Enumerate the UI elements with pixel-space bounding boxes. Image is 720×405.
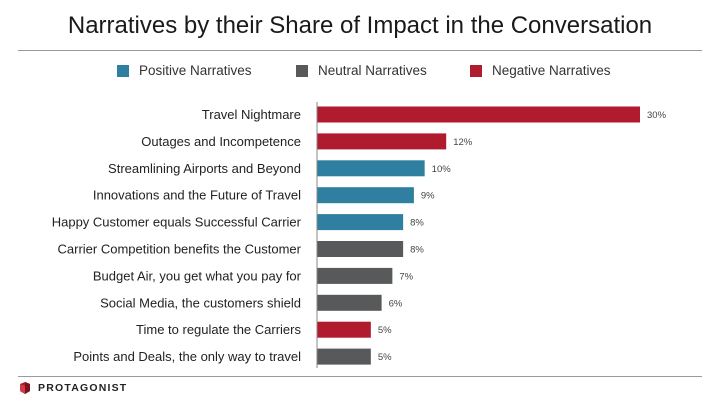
category-label: Travel Nightmare xyxy=(202,107,301,122)
category-label: Innovations and the Future of Travel xyxy=(93,188,301,203)
data-label: 7% xyxy=(399,271,413,282)
brand-name: PROTAGONIST xyxy=(38,382,128,394)
bar xyxy=(317,187,414,204)
brand-logo: PROTAGONIST xyxy=(18,381,127,395)
footer-divider xyxy=(18,376,702,377)
category-label: Points and Deals, the only way to travel xyxy=(73,349,301,364)
protagonist-logo-icon xyxy=(20,382,30,394)
data-label: 30% xyxy=(647,110,667,121)
legend-item-negative: Negative Narratives xyxy=(470,63,611,78)
bar xyxy=(317,294,382,311)
category-label: Outages and Incompetence xyxy=(141,134,301,149)
category-label: Time to regulate the Carriers xyxy=(136,322,301,337)
legend-item-neutral: Neutral Narratives xyxy=(296,63,427,78)
data-label: 12% xyxy=(453,137,473,148)
category-label: Streamlining Airports and Beyond xyxy=(108,161,301,176)
legend-label-positive: Positive Narratives xyxy=(139,63,252,78)
bar xyxy=(317,106,640,123)
data-label: 5% xyxy=(378,325,392,336)
data-label: 8% xyxy=(410,218,424,229)
bar xyxy=(317,267,393,284)
bar xyxy=(317,241,404,257)
bar xyxy=(317,214,404,231)
bar xyxy=(317,321,371,338)
legend-swatch-negative xyxy=(470,64,482,77)
category-label: Budget Air, you get what you pay for xyxy=(93,268,302,283)
bar xyxy=(317,348,371,365)
bar xyxy=(317,133,447,150)
data-label: 9% xyxy=(421,191,435,202)
title-divider xyxy=(18,50,702,51)
legend-swatch-neutral xyxy=(296,64,308,77)
chart-legend: Positive Narratives Neutral Narratives N… xyxy=(0,63,720,83)
data-label: 5% xyxy=(378,352,392,363)
data-label: 10% xyxy=(432,164,452,175)
data-label: 8% xyxy=(410,245,424,256)
category-label: Social Media, the customers shield xyxy=(100,295,301,310)
legend-swatch-positive xyxy=(117,64,129,77)
category-label: Happy Customer equals Successful Carrier xyxy=(52,215,302,230)
category-label: Carrier Competition benefits the Custome… xyxy=(58,242,302,257)
legend-label-neutral: Neutral Narratives xyxy=(318,63,427,78)
chart-title: Narratives by their Share of Impact in t… xyxy=(67,12,653,39)
bar xyxy=(317,160,425,177)
legend-item-positive: Positive Narratives xyxy=(117,63,252,78)
data-label: 6% xyxy=(389,298,403,309)
legend-label-negative: Negative Narratives xyxy=(492,63,611,78)
